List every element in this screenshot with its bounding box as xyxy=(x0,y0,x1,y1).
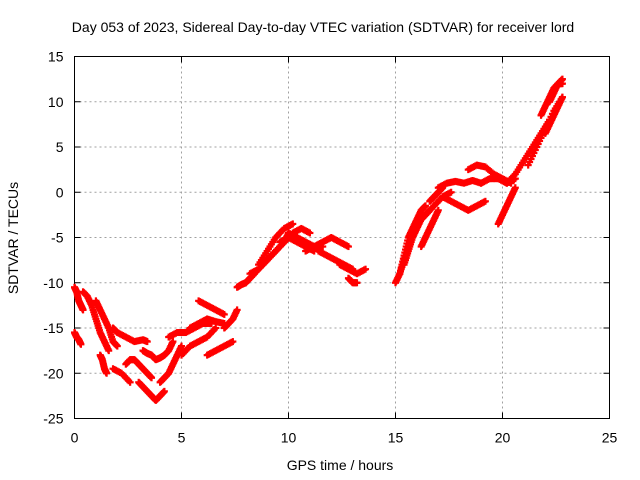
data-point xyxy=(212,324,220,332)
series-arc-8 xyxy=(122,356,156,382)
data-point xyxy=(220,310,228,318)
series-arc-35 xyxy=(434,176,485,192)
series-arc-5 xyxy=(96,351,111,377)
data-point xyxy=(558,93,566,101)
data-point xyxy=(105,347,113,355)
series-arc-10 xyxy=(139,338,177,364)
series-arc-13 xyxy=(178,324,220,359)
series-arc-36 xyxy=(439,193,489,214)
series-arc-17 xyxy=(220,306,241,332)
data-point xyxy=(306,229,314,237)
series-arc-7 xyxy=(109,365,134,386)
data-point xyxy=(178,342,185,350)
series-arc-39 xyxy=(494,184,519,228)
data-point xyxy=(143,338,151,346)
x-tick-label: 5 xyxy=(178,430,186,446)
data-point xyxy=(511,184,519,192)
data-point xyxy=(353,279,361,287)
y-tick-label: -5 xyxy=(51,230,64,246)
y-tick-label: -10 xyxy=(43,275,63,291)
data-point xyxy=(103,369,111,377)
y-tick-label: -20 xyxy=(43,365,63,381)
data-series xyxy=(71,75,566,404)
series-arc-15 xyxy=(195,297,228,318)
series-arc-4 xyxy=(92,297,121,350)
data-point xyxy=(79,306,87,314)
series-arc-21 xyxy=(255,220,297,269)
y-tick-label: 15 xyxy=(48,49,64,65)
data-point xyxy=(421,202,429,210)
x-tick-label: 25 xyxy=(602,430,618,446)
chart-title: Day 053 of 2023, Sidereal Day-to-day VTE… xyxy=(72,19,574,35)
y-tick-label: -15 xyxy=(43,320,63,336)
x-tick-label: 20 xyxy=(495,430,511,446)
series-arc-9 xyxy=(135,378,168,404)
series-arc-43 xyxy=(541,93,566,137)
data-point xyxy=(344,243,352,251)
x-tick-label: 10 xyxy=(281,430,297,446)
y-tick-label: 0 xyxy=(56,184,64,200)
y-tick-label: -25 xyxy=(43,411,63,427)
series-arc-27 xyxy=(336,261,370,278)
x-tick-label: 0 xyxy=(71,430,79,446)
data-point xyxy=(229,338,237,346)
series-arc-1 xyxy=(71,283,87,314)
data-point xyxy=(160,387,168,395)
x-axis: 0 5 10 15 20 25 xyxy=(71,56,618,446)
data-point xyxy=(447,188,455,196)
data-point xyxy=(233,306,241,314)
data-point xyxy=(126,378,134,386)
y-tick-label: 10 xyxy=(48,94,64,110)
data-point xyxy=(558,75,566,83)
data-point xyxy=(434,206,442,214)
series-arc-14 xyxy=(186,315,228,332)
series-arc-28 xyxy=(344,274,361,287)
y-axis-label: SDTVAR / TECUs xyxy=(5,182,21,294)
grid-lines xyxy=(74,56,610,419)
data-point xyxy=(77,340,85,348)
series-arc-25 xyxy=(302,234,352,255)
x-axis-label: GPS time / hours xyxy=(287,457,394,473)
data-point xyxy=(148,374,156,382)
data-point xyxy=(481,197,489,205)
y-tick-label: 5 xyxy=(56,139,64,155)
data-point xyxy=(113,342,121,350)
series-arc-44 xyxy=(546,75,566,106)
data-point xyxy=(169,338,177,346)
data-point xyxy=(362,265,370,273)
y-axis: -25 -20 -15 -10 -5 0 5 10 15 xyxy=(43,49,610,427)
x-tick-label: 15 xyxy=(388,430,404,446)
series-arc-33 xyxy=(417,206,442,251)
series-arc-6 xyxy=(109,324,151,346)
series-arc-3 xyxy=(79,288,113,355)
data-point xyxy=(289,220,297,228)
series-arc-16 xyxy=(203,338,237,359)
series-arc-2 xyxy=(71,329,85,348)
